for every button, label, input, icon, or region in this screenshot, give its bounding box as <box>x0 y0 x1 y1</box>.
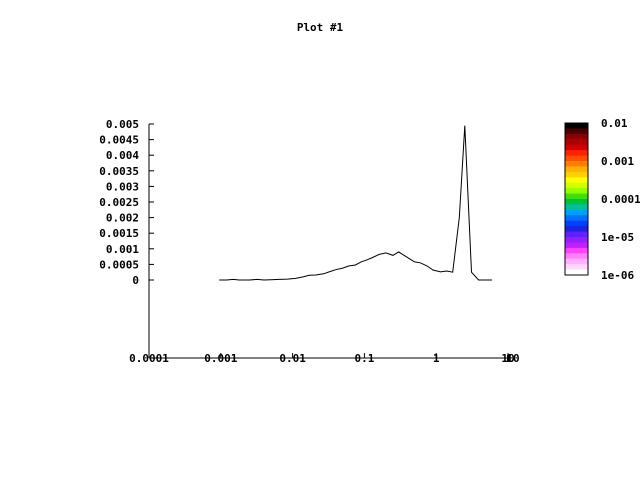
colorbar-swatch <box>565 188 588 195</box>
colorbar-tick-label: 0.01 <box>601 117 628 130</box>
series-line <box>219 125 493 281</box>
colorbar-swatch <box>565 226 588 233</box>
colorbar-swatch <box>565 242 588 249</box>
x-tick-label: 0.01 <box>279 352 306 365</box>
colorbar-swatch <box>565 128 588 135</box>
colorbar-swatch <box>565 237 588 243</box>
series-layer <box>219 125 493 281</box>
colorbar-swatch <box>565 258 588 265</box>
y-tick-label: 0.002 <box>106 212 139 225</box>
axes <box>148 124 508 359</box>
colorbar-swatch <box>565 253 588 260</box>
colorbar-swatch <box>565 209 588 216</box>
colorbar-tick-label: 0.001 <box>601 155 634 168</box>
colorbar-swatch <box>565 204 588 211</box>
y-tick-label: 0.003 <box>106 180 139 193</box>
x-tick-label: 1 <box>433 352 440 365</box>
colorbar-swatch <box>565 199 588 205</box>
colorbar-swatch <box>565 144 588 151</box>
x-tick-label: 0.001 <box>204 352 237 365</box>
colorbar-tick-label: 1e-05 <box>601 231 634 244</box>
colorbar-border <box>564 122 589 276</box>
colorbar-swatch <box>565 269 588 276</box>
y-tick-label: 0.001 <box>106 243 139 256</box>
x-tick-label: 0.1 <box>354 352 374 365</box>
colorbar-swatch <box>565 139 588 146</box>
colorbar-swatch <box>565 171 588 178</box>
colorbar-swatch <box>565 166 588 173</box>
y-tick-label: 0.0045 <box>99 134 139 147</box>
colorbar-swatch <box>565 123 588 129</box>
y-axis-ticks: 0 0.0005 0.001 0.0015 0.002 0.0025 0.003 0.0035… <box>99 118 154 287</box>
y-tick-label: 0.0035 <box>99 165 139 178</box>
colorbar-swatch <box>565 133 588 140</box>
chart-title: Plot #1 <box>297 21 344 34</box>
colorbar-swatch <box>565 220 588 227</box>
colorbar: 0.01 0.001 0.0001 1e-05 1e-06 <box>564 117 640 282</box>
colorbar-tick-label: 1e-06 <box>601 269 634 282</box>
colorbar-swatch <box>565 177 588 184</box>
colorbar-swatch <box>565 215 588 222</box>
colorbar-swatch <box>565 155 588 162</box>
colorbar-swatch <box>565 247 588 254</box>
y-tick-label: 0.0005 <box>99 258 139 271</box>
colorbar-swatch <box>565 161 588 167</box>
colorbar-swatch <box>565 231 588 238</box>
y-tick-label: 0.0015 <box>99 227 139 240</box>
y-tick-label: 0.005 <box>106 118 139 131</box>
x-tick-label-extra: 10 <box>506 352 519 365</box>
y-tick-label: 0.0025 <box>99 196 139 209</box>
colorbar-tick-label: 0.0001 <box>601 193 640 206</box>
x-tick-label: 0.0001 <box>129 352 169 365</box>
y-tick-label: 0.004 <box>106 149 139 162</box>
colorbar-swatch <box>565 182 588 189</box>
colorbar-swatch <box>565 264 588 271</box>
y-tick-label: 0 <box>132 274 139 287</box>
colorbar-swatch <box>565 193 588 200</box>
colorbar-swatch <box>565 150 588 157</box>
